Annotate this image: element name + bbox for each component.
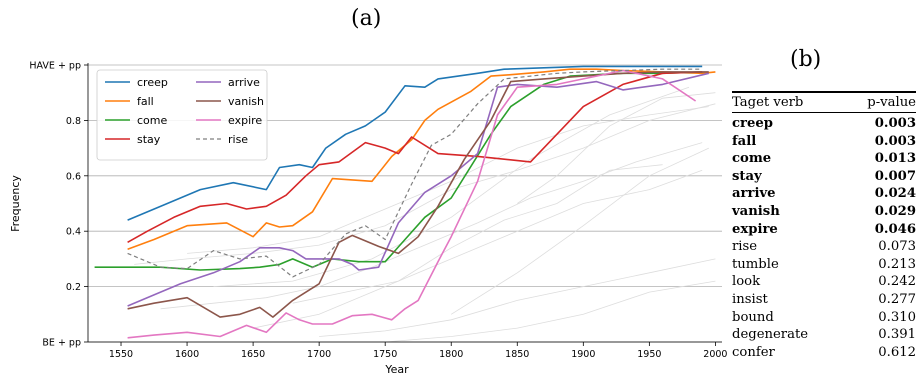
p-value-cell: 0.046 (874, 221, 916, 237)
verb-cell: arrive (732, 186, 776, 202)
series-line-fall (127, 68, 716, 250)
legend-label-rise: rise (228, 133, 248, 146)
p-value-cell: 0.242 (878, 274, 916, 290)
p-value-cell: 0.213 (878, 256, 916, 272)
table-row: degenerate 0.391 (732, 326, 916, 344)
background-series-line (253, 169, 703, 329)
legend-label-arrive: arrive (228, 76, 260, 89)
x-tick-label: 1900 (571, 349, 595, 360)
table-row: rise 0.073 (732, 238, 916, 256)
series-line-stay (127, 71, 703, 243)
y-tick-label: 0.6 (66, 171, 81, 182)
x-axis-label: Year (384, 363, 409, 376)
series-line-creep (127, 65, 703, 221)
y-tick-label: BE + pp (42, 338, 81, 349)
figure-b-label: (b) (790, 47, 822, 72)
x-tick-label: 1750 (373, 349, 397, 360)
column-header-p-value: p-value (867, 95, 916, 110)
legend-label-vanish: vanish (228, 95, 264, 108)
x-tick-label: 1800 (439, 349, 463, 360)
legend-label-expire: expire (228, 114, 262, 127)
legend-label-creep: creep (137, 76, 168, 89)
verb-cell: stay (732, 168, 762, 184)
p-value-cell: 0.073 (878, 239, 916, 255)
legend-label-come: come (137, 114, 167, 127)
table-row: arrive 0.024 (732, 185, 916, 203)
legend-label-stay: stay (137, 133, 161, 146)
p-value-cell: 0.003 (874, 116, 916, 131)
background-series-line (385, 280, 716, 343)
verb-cell: creep (732, 116, 773, 131)
y-tick-label: 0.4 (66, 227, 81, 238)
table-row: expire 0.046 (732, 221, 916, 239)
p-value-table: Taget verb p-value creep 0.003 fall 0.003 co… (732, 91, 916, 361)
background-series-line (213, 86, 690, 287)
p-value-cell: 0.003 (874, 133, 916, 149)
series-line-vanish (127, 71, 709, 318)
table-row: creep 0.003 (732, 113, 916, 133)
series-lines (94, 65, 716, 339)
x-tick-label: 1950 (637, 349, 661, 360)
verb-cell: confer (732, 344, 775, 360)
p-value-cell: 0.391 (878, 327, 916, 343)
x-tick-label: 1850 (505, 349, 529, 360)
table-row: vanish 0.029 (732, 203, 916, 221)
background-series-line (450, 147, 709, 315)
legend: creep fall come stay arrive vanish expire rise (96, 69, 268, 161)
background-series-line (517, 92, 716, 204)
x-tick-label: 1600 (175, 349, 199, 360)
y-axis-label: Frequency (9, 175, 22, 232)
x-tick-label: 1550 (109, 349, 133, 360)
y-tick-label: 0.2 (66, 282, 81, 293)
series-line-rise (127, 68, 703, 278)
table-row: fall 0.003 (732, 133, 916, 151)
table-row: tumble 0.213 (732, 256, 916, 274)
x-tick-label: 2000 (703, 349, 727, 360)
legend-label-fall: fall (137, 95, 154, 108)
p-value-cell: 0.277 (878, 291, 916, 307)
legend-box (96, 69, 268, 161)
table-row: come 0.013 (732, 150, 916, 168)
p-value-cell: 0.013 (874, 151, 916, 167)
verb-cell: rise (732, 239, 758, 255)
verb-cell: insist (732, 291, 768, 307)
verb-cell: fall (732, 133, 757, 149)
p-value-cell: 0.310 (878, 309, 916, 325)
background-series-line (319, 258, 716, 337)
background-series-line (292, 164, 663, 304)
column-header-verb: Taget verb (732, 95, 804, 110)
verb-cell: degenerate (732, 327, 809, 343)
verb-cell: look (732, 274, 761, 290)
series-line-expire (127, 69, 697, 339)
p-value-cell: 0.612 (878, 344, 916, 360)
table-row: insist 0.277 (732, 291, 916, 309)
y-tick-label: HAVE + pp (29, 61, 81, 72)
table-row: confer 0.612 (732, 344, 916, 362)
background-series-line (134, 103, 716, 265)
table-row: stay 0.007 (732, 168, 916, 186)
verb-cell: vanish (732, 203, 780, 219)
table-row: bound 0.310 (732, 309, 916, 327)
background-series-line (160, 142, 703, 310)
verb-cell: expire (732, 221, 778, 237)
table-row: look 0.242 (732, 273, 916, 291)
axes: BE + pp 0.2 0.4 0.6 0.8 HAVE + pp 1550 1600 1650… (9, 61, 727, 377)
table-header-row: Taget verb p-value (732, 92, 916, 113)
figure-a-label: (a) (351, 6, 382, 31)
p-value-cell: 0.007 (874, 168, 916, 184)
y-tick-label: 0.8 (66, 116, 81, 127)
verb-cell: tumble (732, 256, 779, 272)
p-value-cell: 0.029 (874, 203, 916, 219)
p-value-cell: 0.024 (874, 186, 916, 202)
verb-cell: bound (732, 309, 774, 325)
verb-cell: come (732, 151, 772, 167)
x-tick-label: 1650 (241, 349, 265, 360)
x-tick-label: 1700 (307, 349, 331, 360)
series-line-arrive (127, 72, 709, 307)
